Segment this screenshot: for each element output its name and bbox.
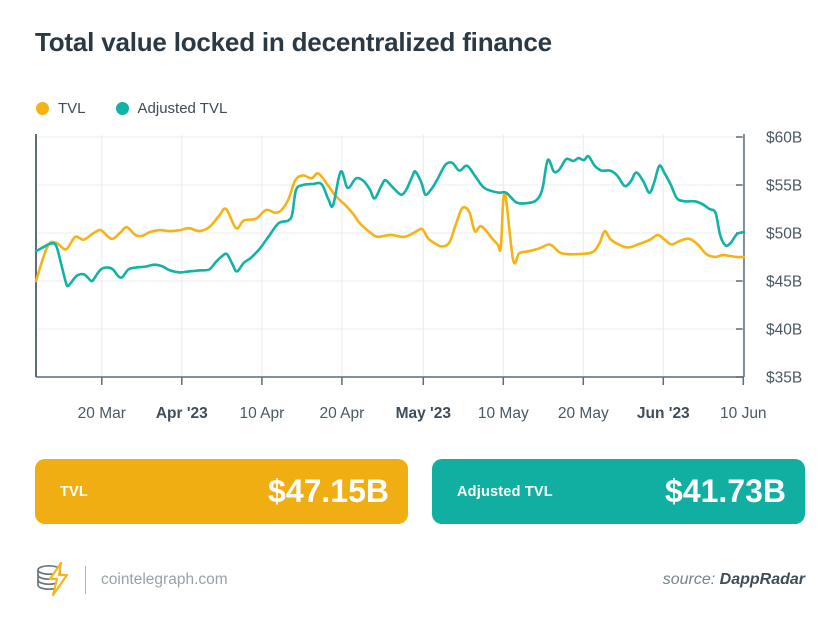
tvl-card-value: $47.15B <box>268 473 389 509</box>
footer-divider <box>85 566 86 594</box>
x-axis-label: Apr '23 <box>156 405 208 422</box>
y-axis-label: $55B <box>766 178 802 195</box>
footer: cointelegraph.com source: DappRadar <box>33 559 805 601</box>
adjusted-tvl-card-value: $41.73B <box>665 473 786 509</box>
adjusted-tvl-line <box>34 154 746 288</box>
y-axis-label: $40B <box>766 322 802 339</box>
source-attribution: source: DappRadar <box>663 571 805 589</box>
x-axis-label: May '23 <box>396 405 452 422</box>
x-axis-label: Jun '23 <box>637 405 690 422</box>
legend-label-adjusted-tvl: Adjusted TVL <box>137 100 228 117</box>
tvl-card-label: TVL <box>60 483 88 500</box>
x-axis-label: 20 Mar <box>78 405 126 422</box>
x-axis-label: 20 Apr <box>319 405 364 422</box>
page-title: Total value locked in decentralized fina… <box>35 27 552 57</box>
y-axis-label: $60B <box>766 130 802 147</box>
x-axis-label: 20 May <box>558 405 609 422</box>
footer-site-text: cointelegraph.com <box>101 571 228 588</box>
legend-item-adjusted-tvl[interactable]: Adjusted TVL <box>115 100 228 117</box>
adjusted-tvl-card-label: Adjusted TVL <box>457 483 553 500</box>
x-axis-label: 10 Apr <box>239 405 284 422</box>
legend-item-tvl[interactable]: TVL <box>36 100 86 117</box>
adjusted-tvl-stat-card: Adjusted TVL $41.73B <box>432 459 805 524</box>
y-axis-label: $50B <box>766 226 802 243</box>
x-axis-label: 10 Jun <box>720 405 767 422</box>
x-axis-label: 10 May <box>478 405 529 422</box>
legend-label-tvl: TVL <box>58 100 86 117</box>
tvl-stat-card: TVL $47.15B <box>35 459 408 524</box>
tvl-dot-icon <box>36 102 49 115</box>
y-axis-label: $45B <box>766 274 802 291</box>
tvl-line <box>34 172 746 283</box>
lightning-bolt-icon <box>48 561 69 597</box>
tvl-chart: $60B $55B $50B $45B $40B $35B 20 Mar Apr '23 10 … <box>34 130 802 422</box>
cointelegraph-logo-icon <box>37 561 69 597</box>
source-value: DappRadar <box>719 571 805 588</box>
y-axis-label: $35B <box>766 370 802 387</box>
adjusted-tvl-dot-icon <box>115 102 129 115</box>
source-label: source: <box>662 571 716 588</box>
chart-legend: TVL Adjusted TVL <box>36 100 227 117</box>
